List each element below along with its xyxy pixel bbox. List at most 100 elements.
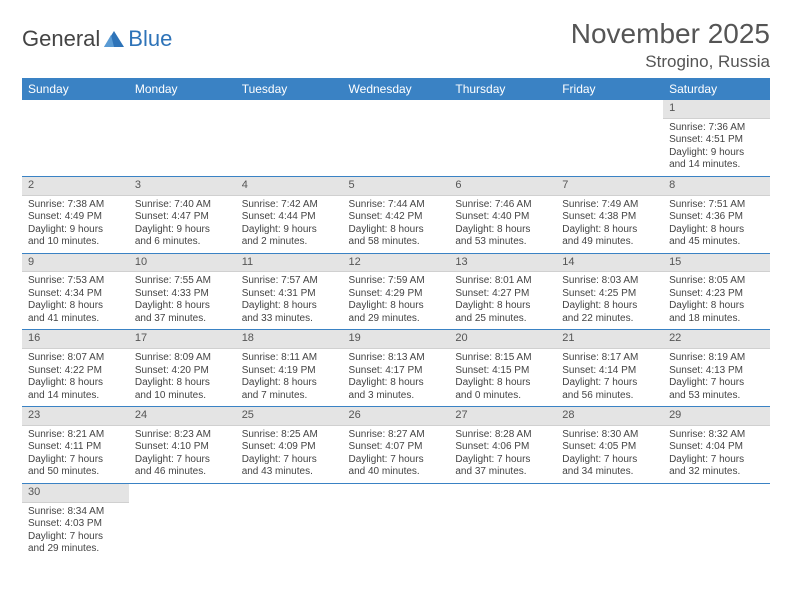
day-line: Sunrise: 7:59 AM (349, 275, 444, 288)
day-body: Sunrise: 7:36 AMSunset: 4:51 PMDaylight:… (663, 119, 770, 176)
day-line: Sunrise: 8:11 AM (242, 352, 337, 365)
calendar-body: 1Sunrise: 7:36 AMSunset: 4:51 PMDaylight… (22, 100, 770, 560)
day-line: Sunrise: 8:13 AM (349, 352, 444, 365)
day-line: Sunset: 4:40 PM (455, 211, 550, 224)
day-number: 27 (449, 407, 556, 426)
day-line: and 56 minutes. (562, 390, 657, 403)
day-body: Sunrise: 7:59 AMSunset: 4:29 PMDaylight:… (343, 272, 450, 329)
day-line: Daylight: 8 hours (242, 300, 337, 313)
day-line: Sunrise: 8:34 AM (28, 506, 123, 519)
calendar-cell: 6Sunrise: 7:46 AMSunset: 4:40 PMDaylight… (449, 176, 556, 253)
calendar: SundayMondayTuesdayWednesdayThursdayFrid… (22, 78, 770, 560)
calendar-cell: 29Sunrise: 8:32 AMSunset: 4:04 PMDayligh… (663, 407, 770, 484)
day-number: 18 (236, 330, 343, 349)
logo-text-1: General (22, 26, 100, 52)
calendar-cell: 22Sunrise: 8:19 AMSunset: 4:13 PMDayligh… (663, 330, 770, 407)
day-line: Sunset: 4:31 PM (242, 288, 337, 301)
calendar-cell: 28Sunrise: 8:30 AMSunset: 4:05 PMDayligh… (556, 407, 663, 484)
day-line: Sunrise: 8:28 AM (455, 429, 550, 442)
day-line: Sunrise: 7:57 AM (242, 275, 337, 288)
day-line: and 32 minutes. (669, 466, 764, 479)
calendar-row: 1Sunrise: 7:36 AMSunset: 4:51 PMDaylight… (22, 100, 770, 176)
calendar-cell: 13Sunrise: 8:01 AMSunset: 4:27 PMDayligh… (449, 253, 556, 330)
calendar-row: 16Sunrise: 8:07 AMSunset: 4:22 PMDayligh… (22, 330, 770, 407)
day-body: Sunrise: 8:28 AMSunset: 4:06 PMDaylight:… (449, 426, 556, 483)
day-line: Sunset: 4:14 PM (562, 365, 657, 378)
day-line: Sunrise: 8:15 AM (455, 352, 550, 365)
day-number: 19 (343, 330, 450, 349)
day-line: and 18 minutes. (669, 313, 764, 326)
weekday-header: Monday (129, 78, 236, 100)
day-number: 12 (343, 254, 450, 273)
day-number: 8 (663, 177, 770, 196)
day-line: Sunrise: 8:19 AM (669, 352, 764, 365)
day-line: Sunset: 4:17 PM (349, 365, 444, 378)
day-number: 26 (343, 407, 450, 426)
day-line: Sunrise: 7:53 AM (28, 275, 123, 288)
day-number: 16 (22, 330, 129, 349)
day-body: Sunrise: 8:19 AMSunset: 4:13 PMDaylight:… (663, 349, 770, 406)
day-body: Sunrise: 8:09 AMSunset: 4:20 PMDaylight:… (129, 349, 236, 406)
calendar-cell: 30Sunrise: 8:34 AMSunset: 4:03 PMDayligh… (22, 483, 129, 559)
calendar-cell: 3Sunrise: 7:40 AMSunset: 4:47 PMDaylight… (129, 176, 236, 253)
page-title: November 2025 (571, 18, 770, 50)
day-line: Sunset: 4:09 PM (242, 441, 337, 454)
weekday-header: Tuesday (236, 78, 343, 100)
day-line: and 45 minutes. (669, 236, 764, 249)
logo-text-2: Blue (128, 26, 172, 52)
day-line: Sunset: 4:44 PM (242, 211, 337, 224)
day-line: Daylight: 8 hours (455, 224, 550, 237)
day-line: Daylight: 9 hours (669, 147, 764, 160)
day-line: Sunset: 4:33 PM (135, 288, 230, 301)
day-number: 25 (236, 407, 343, 426)
day-line: Daylight: 9 hours (28, 224, 123, 237)
day-line: and 37 minutes. (455, 466, 550, 479)
calendar-cell: 2Sunrise: 7:38 AMSunset: 4:49 PMDaylight… (22, 176, 129, 253)
day-number: 23 (22, 407, 129, 426)
day-number: 1 (663, 100, 770, 119)
day-body: Sunrise: 7:55 AMSunset: 4:33 PMDaylight:… (129, 272, 236, 329)
day-line: and 50 minutes. (28, 466, 123, 479)
day-body: Sunrise: 8:17 AMSunset: 4:14 PMDaylight:… (556, 349, 663, 406)
calendar-cell: 10Sunrise: 7:55 AMSunset: 4:33 PMDayligh… (129, 253, 236, 330)
day-line: Daylight: 7 hours (562, 454, 657, 467)
day-line: Sunrise: 8:30 AM (562, 429, 657, 442)
day-line: and 29 minutes. (28, 543, 123, 556)
day-line: Sunrise: 8:21 AM (28, 429, 123, 442)
calendar-cell: 24Sunrise: 8:23 AMSunset: 4:10 PMDayligh… (129, 407, 236, 484)
day-line: Daylight: 9 hours (135, 224, 230, 237)
day-body: Sunrise: 7:38 AMSunset: 4:49 PMDaylight:… (22, 196, 129, 253)
day-line: Daylight: 7 hours (562, 377, 657, 390)
day-line: and 3 minutes. (349, 390, 444, 403)
day-line: Daylight: 7 hours (28, 454, 123, 467)
day-line: and 33 minutes. (242, 313, 337, 326)
day-body: Sunrise: 8:03 AMSunset: 4:25 PMDaylight:… (556, 272, 663, 329)
calendar-cell-empty (129, 483, 236, 559)
calendar-cell: 21Sunrise: 8:17 AMSunset: 4:14 PMDayligh… (556, 330, 663, 407)
day-number: 29 (663, 407, 770, 426)
day-number: 14 (556, 254, 663, 273)
day-line: and 58 minutes. (349, 236, 444, 249)
calendar-cell: 15Sunrise: 8:05 AMSunset: 4:23 PMDayligh… (663, 253, 770, 330)
day-line: Sunrise: 7:40 AM (135, 199, 230, 212)
calendar-cell: 8Sunrise: 7:51 AMSunset: 4:36 PMDaylight… (663, 176, 770, 253)
day-body: Sunrise: 8:25 AMSunset: 4:09 PMDaylight:… (236, 426, 343, 483)
day-line: Sunset: 4:03 PM (28, 518, 123, 531)
day-line: Sunset: 4:19 PM (242, 365, 337, 378)
calendar-row: 9Sunrise: 7:53 AMSunset: 4:34 PMDaylight… (22, 253, 770, 330)
day-line: and 0 minutes. (455, 390, 550, 403)
day-number: 2 (22, 177, 129, 196)
day-line: Daylight: 7 hours (669, 454, 764, 467)
calendar-cell-empty (343, 483, 450, 559)
day-line: Daylight: 8 hours (242, 377, 337, 390)
calendar-cell-empty (236, 483, 343, 559)
day-line: Sunset: 4:10 PM (135, 441, 230, 454)
calendar-cell-empty (663, 483, 770, 559)
day-line: and 40 minutes. (349, 466, 444, 479)
day-number: 15 (663, 254, 770, 273)
calendar-cell: 23Sunrise: 8:21 AMSunset: 4:11 PMDayligh… (22, 407, 129, 484)
day-line: Sunrise: 8:27 AM (349, 429, 444, 442)
day-body: Sunrise: 7:44 AMSunset: 4:42 PMDaylight:… (343, 196, 450, 253)
day-line: Sunset: 4:07 PM (349, 441, 444, 454)
day-line: Sunrise: 8:01 AM (455, 275, 550, 288)
